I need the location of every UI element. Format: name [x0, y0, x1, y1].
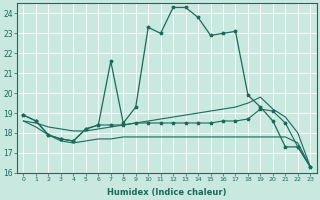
X-axis label: Humidex (Indice chaleur): Humidex (Indice chaleur) — [107, 188, 227, 197]
